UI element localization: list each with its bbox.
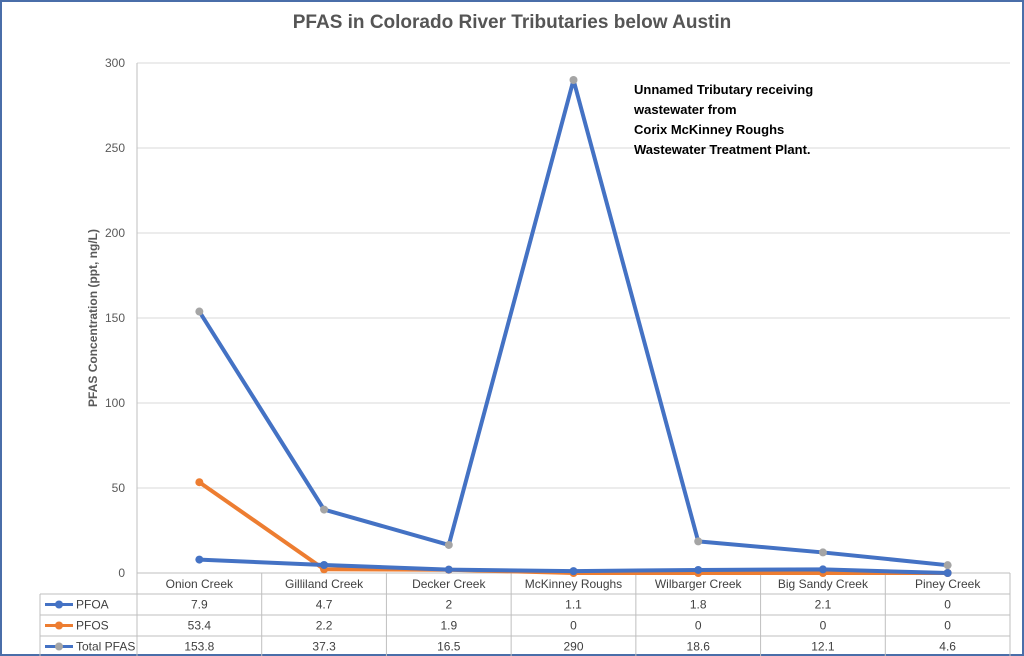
data-table-value: 16.5 [437,640,461,654]
data-table-value: 18.6 [687,640,711,654]
y-axis-label: PFAS Concentration (ppt, ng/L) [86,229,100,407]
data-table-value: 0 [944,619,951,633]
data-point [444,565,453,574]
data-table-value: 1.1 [565,598,582,612]
data-table-value: 153.8 [184,640,214,654]
x-category-label: Gilliland Creek [285,577,364,591]
y-tick-label: 300 [105,56,125,70]
y-tick-label: 0 [118,566,125,580]
y-tick-label: 250 [105,141,125,155]
data-point [195,478,204,487]
annotation-line-1: Unnamed Tributary receiving [634,82,814,97]
chart-annotation: Unnamed Tributary receiving wastewater f… [634,80,884,160]
data-point [943,561,952,570]
data-table-value: 0 [820,619,827,633]
legend-key-marker [55,642,63,651]
legend-label: PFOA [76,598,109,612]
data-point [195,307,204,316]
data-table-value: 7.9 [191,598,208,612]
data-point [694,565,703,574]
x-category-label: Decker Creek [412,577,486,591]
data-table-value: 2 [445,598,452,612]
chart-title: PFAS in Colorado River Tributaries below… [292,12,732,33]
y-tick-label: 200 [105,226,125,240]
y-tick-label: 100 [105,396,125,410]
data-table-value: 0 [570,619,577,633]
annotation-line-3: Corix McKinney Roughs [634,122,785,137]
data-point [569,567,578,576]
legend-label: PFOS [76,619,109,633]
data-table-value: 1.9 [440,619,457,633]
data-point [320,561,329,570]
data-point [320,505,329,514]
x-category-label: Big Sandy Creek [778,577,869,591]
data-table-value: 37.3 [312,640,336,654]
legend-label: Total PFAS [76,640,135,654]
data-table-value: 0 [695,619,702,633]
data-table-value: 1.8 [690,598,707,612]
data-table-value: 2.2 [316,619,333,633]
data-table-value: 12.1 [811,640,835,654]
series-line [197,480,950,575]
legend-key-marker [55,600,63,609]
data-table-value: 4.7 [316,598,333,612]
annotation-line-4: Wastewater Treatment Plant. [634,142,811,157]
data-point [818,548,827,557]
data-table-value: 2.1 [815,598,832,612]
data-point [943,569,952,577]
annotation-line-2: wastewater from [634,102,737,117]
data-point [569,76,578,84]
data-point [694,537,703,546]
data-table-value: 53.4 [188,619,212,633]
data-point [195,555,204,564]
data-table-value: 290 [563,640,583,654]
data-table-value: 0 [944,598,951,612]
legend-key-marker [55,621,63,630]
y-tick-label: 150 [105,311,125,325]
x-category-label: Onion Creek [166,577,234,591]
y-tick-label: 50 [112,481,126,495]
x-category-label: Wilbarger Creek [655,577,743,591]
x-category-label: McKinney Roughs [525,577,622,591]
x-category-label: Piney Creek [915,577,981,591]
data-point [818,565,827,574]
data-point [444,540,453,549]
data-table-value: 4.6 [939,640,956,654]
